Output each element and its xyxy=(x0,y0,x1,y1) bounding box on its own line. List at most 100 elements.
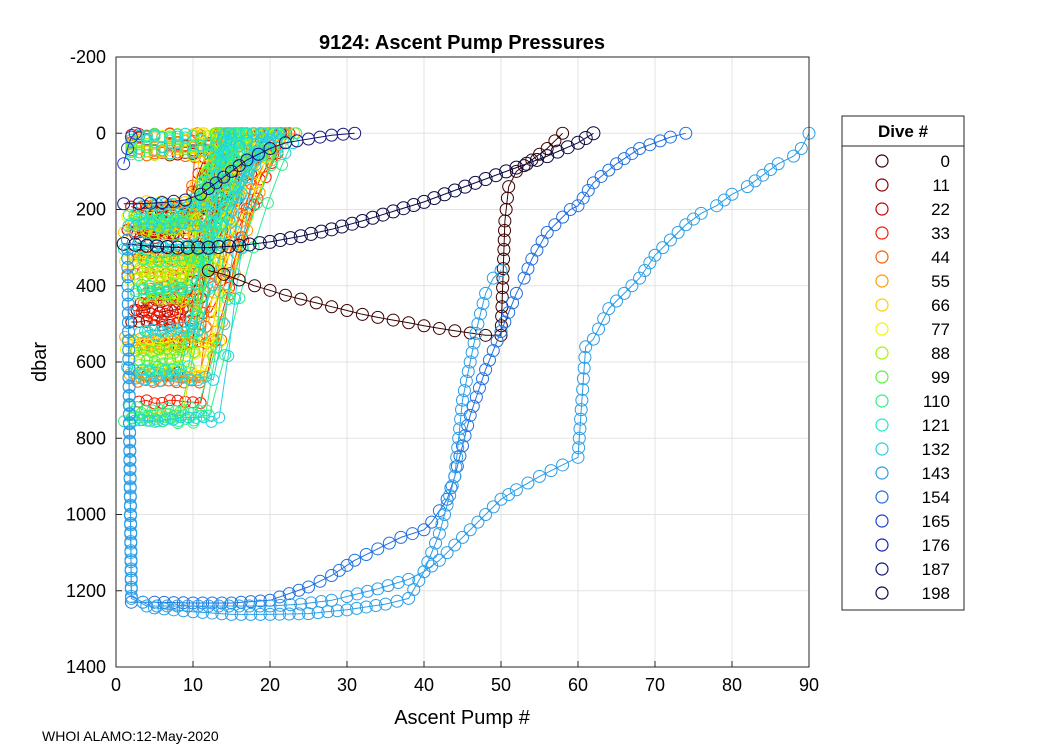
cluster-point xyxy=(163,394,176,407)
data-point xyxy=(201,240,216,255)
data-point xyxy=(340,304,354,318)
cluster-point xyxy=(202,283,215,296)
data-point xyxy=(140,599,154,613)
surface-point xyxy=(202,144,215,157)
data-point xyxy=(302,607,315,621)
cluster-point xyxy=(192,364,205,377)
cluster-point xyxy=(130,210,143,223)
data-point xyxy=(502,487,516,501)
cluster-point xyxy=(151,415,164,428)
data-point xyxy=(234,607,248,621)
data-point xyxy=(438,508,452,521)
data-point xyxy=(263,599,277,613)
data-point xyxy=(361,584,375,598)
data-point xyxy=(521,262,535,276)
data-point xyxy=(150,599,164,613)
cluster-point xyxy=(158,365,171,378)
cluster-point xyxy=(169,212,182,225)
cluster-point xyxy=(200,404,213,417)
cluster-point xyxy=(214,286,227,299)
data-point xyxy=(292,583,306,597)
data-point xyxy=(215,596,229,610)
data-point xyxy=(406,198,421,213)
y-ticks: -200 0 200 400 600 800 1000 1200 1400 xyxy=(66,47,122,677)
data-point xyxy=(167,603,181,617)
data-point xyxy=(643,256,657,270)
data-point xyxy=(571,450,585,464)
data-point xyxy=(325,593,339,607)
data-point xyxy=(340,558,354,572)
surface-point xyxy=(171,136,184,149)
surface-point xyxy=(148,128,161,141)
data-point xyxy=(633,271,647,285)
data-point xyxy=(178,193,192,207)
surface-point xyxy=(233,140,246,153)
legend-marker xyxy=(875,202,889,216)
cluster-point xyxy=(174,307,187,320)
data-point xyxy=(479,363,493,377)
cluster-point xyxy=(166,304,179,317)
data-point xyxy=(432,553,446,567)
data-point xyxy=(459,374,473,388)
surface-point xyxy=(233,144,246,157)
cluster-point xyxy=(199,370,212,383)
data-point xyxy=(382,536,396,550)
cluster-point xyxy=(174,363,187,376)
legend-marker xyxy=(875,490,889,504)
data-point xyxy=(725,187,739,201)
data-point xyxy=(263,142,277,155)
legend-entry: 154 xyxy=(875,488,950,507)
data-point xyxy=(123,490,137,504)
legend-entry: 44 xyxy=(875,248,950,267)
data-point xyxy=(334,219,349,234)
legend-marker xyxy=(875,370,889,384)
legend-label: 143 xyxy=(922,464,950,483)
x-tick-label: 80 xyxy=(722,675,742,695)
cluster-point xyxy=(137,217,150,230)
cluster-point xyxy=(170,228,183,241)
data-point xyxy=(502,180,516,194)
plot-area: 0 10 20 30 40 50 60 70 80 90 -200 0 200 400 600 800 100… xyxy=(66,47,819,695)
data-point xyxy=(348,553,362,567)
data-point xyxy=(122,371,136,385)
data-point xyxy=(123,472,137,486)
cluster-point xyxy=(160,255,173,268)
cluster-point xyxy=(145,218,158,231)
data-point xyxy=(440,546,454,560)
data-point xyxy=(479,286,493,300)
data-point xyxy=(602,302,616,316)
data-point xyxy=(498,223,512,237)
y-tick-label: 1000 xyxy=(66,505,106,525)
surface-point xyxy=(163,147,176,160)
surface-point xyxy=(140,130,153,143)
surface-point xyxy=(171,128,184,141)
data-point xyxy=(402,572,416,586)
cluster-point xyxy=(181,345,194,358)
data-point xyxy=(124,591,138,605)
cluster-point xyxy=(183,251,196,264)
legend-label: 165 xyxy=(922,512,950,531)
data-point xyxy=(572,441,586,455)
data-point xyxy=(171,599,185,613)
data-point xyxy=(463,523,477,537)
legend-label: 33 xyxy=(931,224,950,243)
cluster-point xyxy=(182,200,195,213)
data-point xyxy=(440,498,454,512)
data-point xyxy=(610,294,623,308)
cluster-point xyxy=(191,219,204,232)
data-point xyxy=(417,319,431,333)
surface-point xyxy=(194,134,207,147)
data-point xyxy=(121,307,135,321)
legend-label: 154 xyxy=(922,488,950,507)
legend-label: 66 xyxy=(931,296,950,315)
cluster-point xyxy=(176,217,189,230)
data-point xyxy=(139,238,154,253)
cluster-line xyxy=(133,133,285,379)
legend-box xyxy=(841,115,965,611)
legend-entry: 11 xyxy=(875,176,950,195)
cluster-point xyxy=(177,321,190,334)
legend-marker xyxy=(875,250,889,264)
cluster-point xyxy=(143,414,156,427)
data-point xyxy=(610,157,623,171)
